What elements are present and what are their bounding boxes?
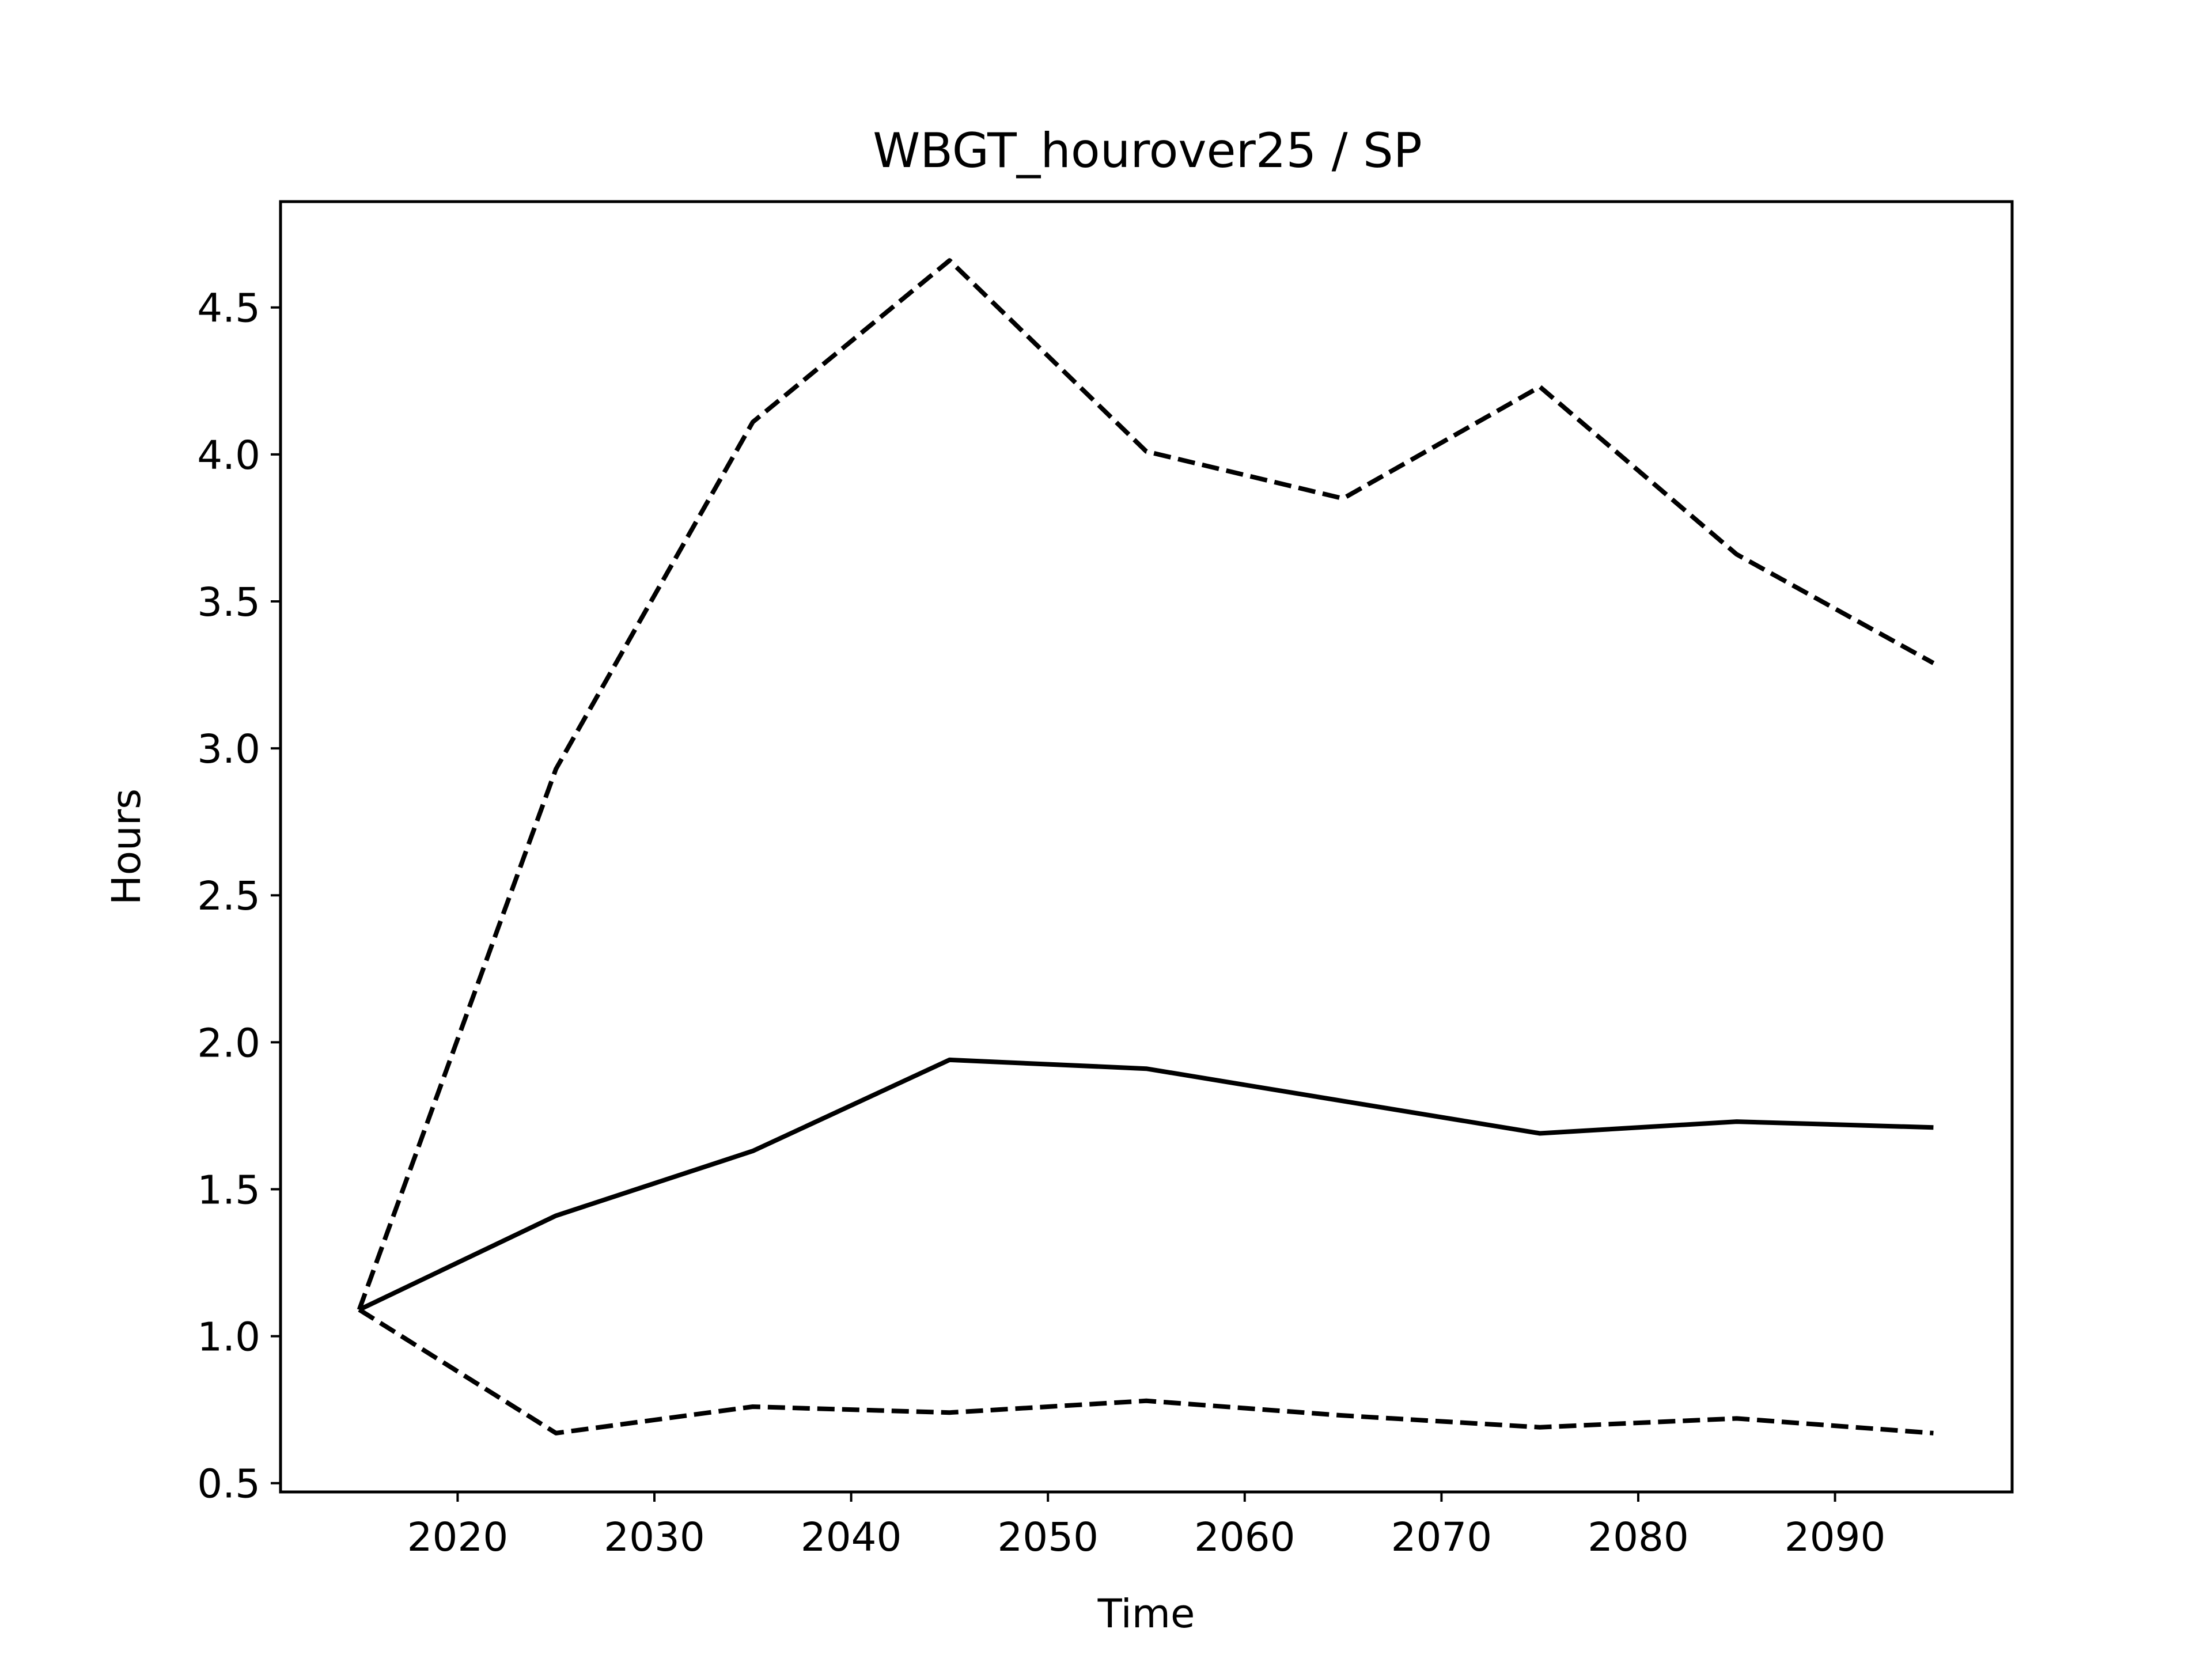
y-tick-label: 1.0: [197, 1315, 260, 1361]
y-tick-label: 3.0: [197, 726, 260, 772]
x-tick-label: 2090: [1785, 1514, 1886, 1560]
x-tick-label: 2040: [801, 1514, 902, 1560]
y-tick-label: 4.0: [197, 433, 260, 479]
x-tick-label: 2080: [1588, 1514, 1689, 1560]
y-tick-label: 4.5: [197, 286, 260, 332]
y-axis-label: Hours: [104, 789, 150, 905]
y-tick-label: 0.5: [197, 1461, 260, 1508]
plot-frame: [279, 200, 2014, 1494]
y-tick-label: 2.5: [197, 873, 260, 919]
x-axis-label: Time: [1097, 1591, 1195, 1637]
y-tick-label: 3.5: [197, 579, 260, 626]
x-tick-label: 2050: [997, 1514, 1099, 1560]
series-line-3: [358, 1308, 1934, 1435]
y-tick-label: 2.0: [197, 1020, 260, 1066]
x-tick-label: 2030: [604, 1514, 705, 1560]
series-layer: [357, 258, 1935, 1435]
y-axis: 0.5 1.0 1.5 2.0 2.5 3.0 3.5 4.0 4.5: [197, 286, 281, 1508]
x-tick-label: 2020: [407, 1514, 509, 1560]
y-tick-label: 1.5: [197, 1167, 260, 1213]
x-axis: 2020 2030 2040 2050 2060 2070 2080 2090: [407, 1492, 1886, 1560]
chart-title: WBGT_hourover25 / SP: [873, 123, 1422, 179]
series-line-1: [358, 1057, 1934, 1312]
x-tick-label: 2070: [1391, 1514, 1493, 1560]
x-tick-label: 2060: [1194, 1514, 1296, 1560]
series-line-2: [357, 258, 1935, 1310]
